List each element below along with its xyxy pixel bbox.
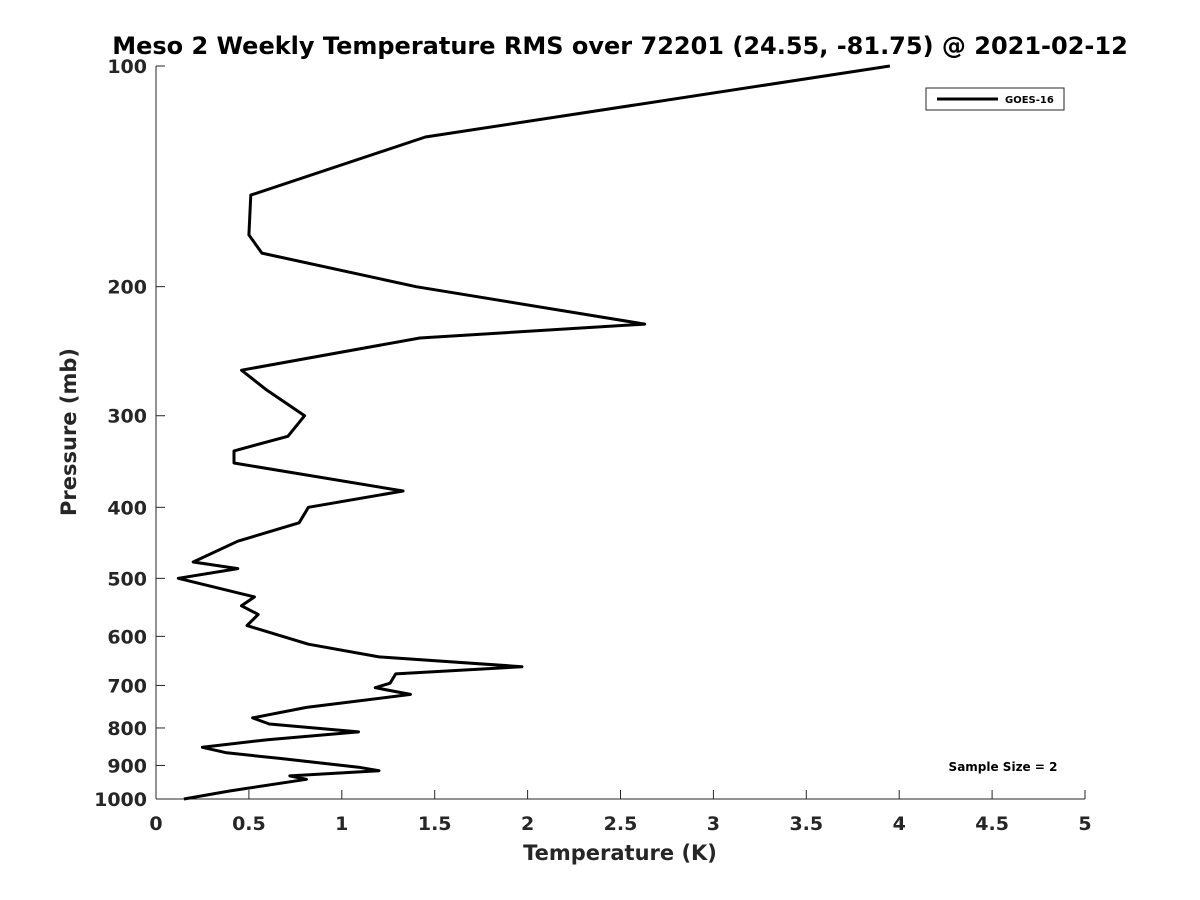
y-tick-label: 400 (107, 497, 147, 519)
x-tick-label: 1 (335, 813, 348, 835)
sample-size-annotation: Sample Size = 2 (949, 760, 1058, 774)
y-tick-label: 200 (107, 277, 147, 299)
x-tick-label: 2.5 (604, 813, 638, 835)
x-axis-label: Temperature (K) (523, 841, 717, 865)
y-tick-label: 700 (107, 675, 147, 697)
series-line-goes-16 (176, 64, 891, 801)
x-tick-label: 0 (149, 813, 162, 835)
y-axis-label: Pressure (mb) (57, 348, 81, 516)
x-tick-label: 5 (1078, 813, 1091, 835)
x-axis-ticks: 0 0.5 1 1.5 2 2.5 3 3.5 4 4.5 5 (149, 790, 1092, 835)
chart-title: Meso 2 Weekly Temperature RMS over 72201… (112, 32, 1128, 60)
x-tick-label: 0.5 (232, 813, 266, 835)
x-tick-label: 3.5 (789, 813, 823, 835)
x-tick-label: 2 (521, 813, 534, 835)
y-tick-label: 100 (107, 56, 147, 78)
y-tick-label: 800 (107, 718, 147, 740)
y-tick-label: 1000 (94, 789, 147, 811)
series-layer (176, 64, 891, 801)
legend: GOES-16 (925, 87, 1065, 111)
y-tick-label: 600 (107, 626, 147, 648)
x-tick-label: 1.5 (418, 813, 452, 835)
y-axis-ticks: 100 200 300 400 500 600 700 800 900 1000 (94, 56, 165, 811)
y-tick-label: 500 (107, 568, 147, 590)
y-tick-label: 300 (107, 406, 147, 428)
legend-label-goes-16: GOES-16 (1005, 95, 1054, 106)
x-tick-label: 3 (707, 813, 720, 835)
x-tick-label: 4 (893, 813, 906, 835)
y-tick-label: 900 (107, 755, 147, 777)
x-tick-label: 4.5 (975, 813, 1009, 835)
